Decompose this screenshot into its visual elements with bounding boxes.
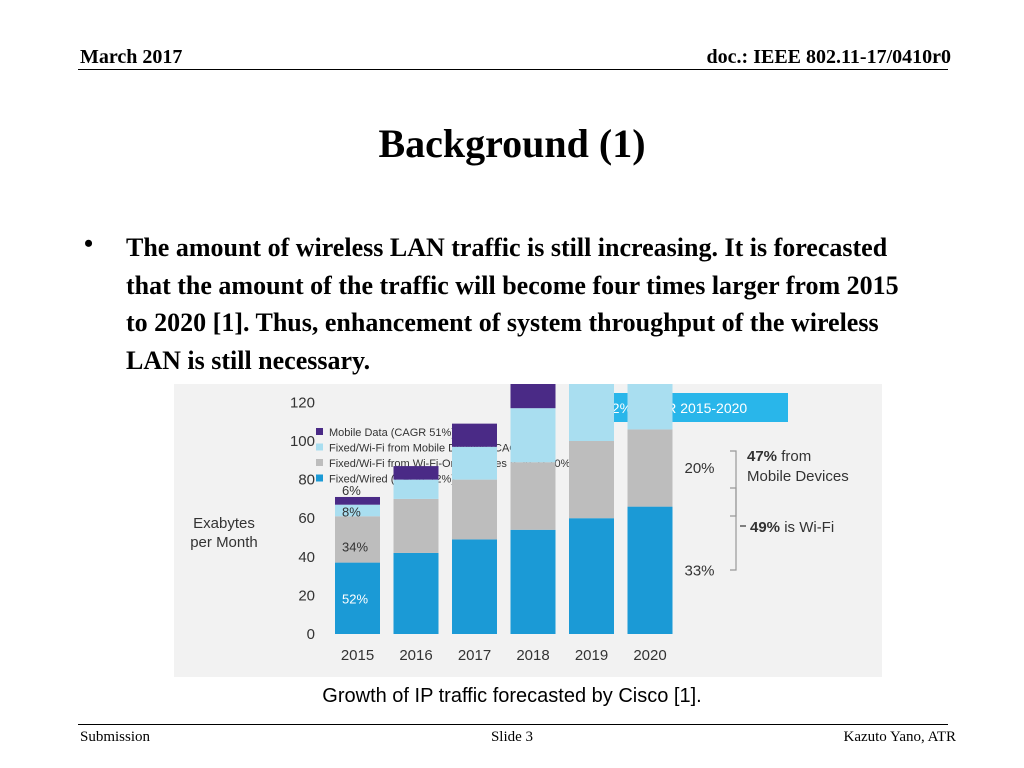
bullet-item: • The amount of wireless LAN traffic is … — [84, 229, 924, 379]
x-tick-label: 2018 — [516, 647, 549, 664]
cagr-banner-text: 22% CAGR 2015-2020 — [604, 400, 747, 416]
bar-segment — [452, 423, 497, 447]
header-rule — [78, 69, 948, 70]
y-axis-label-line1: Exabytes — [193, 515, 255, 532]
bar-segment — [627, 317, 673, 430]
bar-segment — [335, 496, 380, 505]
bar-segment — [452, 446, 497, 480]
y-tick-label: 40 — [298, 549, 315, 566]
x-tick-label: 2020 — [633, 647, 666, 664]
bar-segment — [335, 516, 380, 563]
bar-segment — [393, 498, 439, 553]
bar-segment — [510, 408, 556, 463]
y-tick-label: 20 — [298, 587, 315, 604]
footer-submission: Submission — [80, 729, 151, 745]
bar-segment — [510, 529, 556, 634]
legend-label: Mobile Data (CAGR 51%) — [329, 427, 455, 439]
data-label-2015: 34% — [342, 539, 368, 554]
bar-segment — [569, 363, 614, 441]
data-label-2015: 52% — [342, 591, 368, 606]
slide-title: Background (1) — [378, 121, 646, 166]
data-label-2015: 6% — [342, 483, 361, 498]
data-label-2020: 33% — [685, 562, 715, 579]
y-axis-label-line2: per Month — [190, 534, 258, 551]
bullet-marker: • — [84, 229, 94, 258]
legend-swatch — [316, 474, 323, 482]
bar-segment — [393, 552, 439, 634]
bar-segment — [510, 375, 556, 409]
footer-rule — [78, 724, 948, 725]
annotation-mobile-line2: Mobile Devices — [747, 468, 849, 485]
bar-segment — [335, 504, 380, 517]
y-tick-label: 60 — [298, 510, 315, 527]
header-doc-id: doc.: IEEE 802.11-17/0410r0 — [706, 46, 951, 68]
bar-segment — [452, 539, 497, 634]
y-tick-label: 100 — [290, 433, 315, 450]
footer-author: Kazuto Yano, ATR — [843, 729, 956, 745]
y-tick-label: 0 — [307, 626, 315, 643]
bracket-mobile — [730, 450, 737, 517]
bar-segment — [452, 479, 497, 540]
bar-segment — [569, 518, 614, 634]
bar-segment — [627, 429, 673, 507]
annotation-mobile: 47% from — [747, 448, 811, 465]
footer-slide-number: Slide 3 — [490, 729, 534, 745]
traffic-chart: 22% CAGR 2015-2020 Mobile Data (CAGR 51%)… — [190, 240, 849, 664]
y-tick-label: 120 — [290, 394, 315, 411]
data-label-2015: 8% — [342, 504, 361, 519]
header-date: March 2017 — [80, 46, 183, 68]
bar-segment — [627, 506, 673, 634]
data-label-2020: 20% — [685, 460, 715, 477]
y-tick-label: 80 — [298, 472, 315, 489]
bar-segment — [510, 462, 556, 530]
bar-segment — [569, 441, 614, 519]
legend-swatch — [316, 443, 323, 451]
legend-swatch — [316, 459, 323, 466]
bar-segment — [393, 479, 439, 499]
figure-caption: Growth of IP traffic forecasted by Cisco… — [322, 685, 702, 707]
bar-segment — [335, 562, 380, 634]
legend-swatch — [316, 428, 323, 435]
x-tick-label: 2017 — [458, 647, 491, 664]
annotation-wifi: 49% is Wi-Fi — [750, 519, 834, 536]
bar-segment — [393, 466, 439, 480]
x-tick-label: 2019 — [575, 647, 608, 664]
x-tick-label: 2016 — [399, 647, 432, 664]
traffic-chart-figure: 22% CAGR 2015-2020 Mobile Data (CAGR 51%)… — [174, 240, 882, 677]
x-tick-label: 2015 — [341, 647, 374, 664]
legend-label: Fixed/Wi-Fi from Mobile Devices (CAGR 57… — [329, 443, 555, 455]
bullet-text: The amount of wireless LAN traffic is st… — [126, 233, 899, 375]
bracket-wifi — [730, 487, 737, 571]
